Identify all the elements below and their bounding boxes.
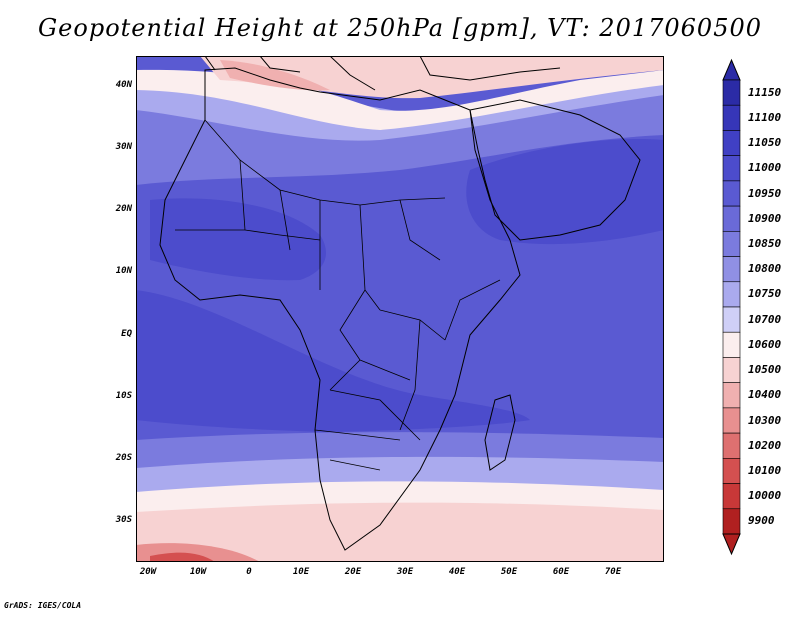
colorbar-level-label: 11000 [748, 161, 782, 175]
band-south-deepred [150, 552, 215, 562]
colorbar-arrow-bottom [722, 533, 741, 556]
colorbar-level-label: 10900 [748, 211, 782, 225]
band-arabia [466, 139, 664, 245]
colorbar-level-label: 9900 [748, 514, 775, 528]
colorbar-swatch [722, 155, 741, 182]
lon-label-30e: 30E [396, 567, 414, 577]
colorbar-level-label: 10700 [748, 312, 782, 326]
europe-outline [204, 56, 561, 91]
colorbar-swatch [722, 432, 741, 459]
colorbar-level-label: 10800 [748, 262, 782, 276]
band-south-blue [136, 432, 664, 468]
lon-label-10e: 10E [292, 567, 310, 577]
colorbar-level-label: 10000 [748, 489, 782, 503]
colorbar [722, 58, 741, 556]
lon-label-0: 0 [246, 567, 252, 577]
lon-label-70e: 70E [604, 567, 622, 577]
colorbar-swatch [722, 180, 741, 207]
lat-label-10s: 10S [115, 391, 132, 401]
colorbar-level-label: 10400 [748, 388, 782, 402]
colorbar-level-label: 11100 [748, 110, 782, 124]
lat-label-eq: EQ [121, 329, 132, 339]
lon-label-50e: 50E [500, 567, 518, 577]
madagascar-outline [484, 394, 516, 471]
colorbar-swatch [722, 357, 741, 383]
colorbar-swatch [722, 508, 741, 535]
lon-label-40e: 40E [448, 567, 466, 577]
band-south-light [136, 478, 664, 512]
colorbar-swatch [722, 231, 741, 257]
colorbar-level-label: 10750 [748, 287, 782, 301]
colorbar-swatch [722, 483, 741, 510]
colorbar-level-label: 11150 [748, 85, 782, 99]
coastline [159, 67, 521, 551]
colorbar-swatch [722, 79, 741, 106]
colorbar-swatch [722, 306, 741, 333]
colorbar-level-label: 10850 [748, 236, 782, 250]
band-south-pink [136, 490, 664, 562]
colorbar-swatch [722, 205, 741, 232]
colorbar-level-label: 10500 [748, 363, 782, 377]
band-south-lavender [136, 454, 664, 492]
colorbar-level-label: 11050 [748, 136, 782, 150]
colorbar-level-label: 10200 [748, 438, 782, 452]
credit-text: GrADS: IGES/COLA [4, 601, 82, 610]
colorbar-level-label: 10100 [748, 463, 782, 477]
lat-label-40n: 40N [115, 80, 132, 90]
map-frame [136, 56, 664, 562]
height-field [136, 56, 664, 562]
lon-label-20w: 20W [139, 567, 157, 577]
colorbar-swatch [722, 281, 741, 308]
colorbar-level-label: 10950 [748, 186, 782, 200]
lat-label-20n: 20N [115, 204, 132, 214]
band-tropics-dark [136, 290, 530, 432]
lat-label-20s: 20S [115, 453, 132, 463]
colorbar-swatch [722, 458, 741, 484]
band-north-red [220, 60, 330, 91]
colorbar-level-label: 10600 [748, 337, 782, 351]
map-title: Geopotential Height at 250hPa [gpm], VT:… [38, 14, 762, 42]
colorbar-arrow-top [722, 58, 741, 81]
lat-label-30s: 30S [115, 515, 132, 525]
colorbar-swatch [722, 382, 741, 409]
arabia-outline [469, 99, 641, 241]
colorbar-swatch [722, 331, 741, 358]
lon-label-20e: 20E [344, 567, 362, 577]
lat-label-30n: 30N [115, 142, 132, 152]
colorbar-level-label: 10300 [748, 413, 782, 427]
lon-label-10w: 10W [189, 567, 207, 577]
colorbar-swatch [722, 104, 741, 131]
band-west-africa [150, 198, 326, 281]
borders [175, 119, 501, 471]
lon-label-60e: 60E [552, 567, 570, 577]
colorbar-swatch [722, 130, 741, 156]
colorbar-swatch [722, 256, 741, 283]
lat-label-10n: 10N [115, 266, 132, 276]
colorbar-swatch [722, 407, 741, 434]
